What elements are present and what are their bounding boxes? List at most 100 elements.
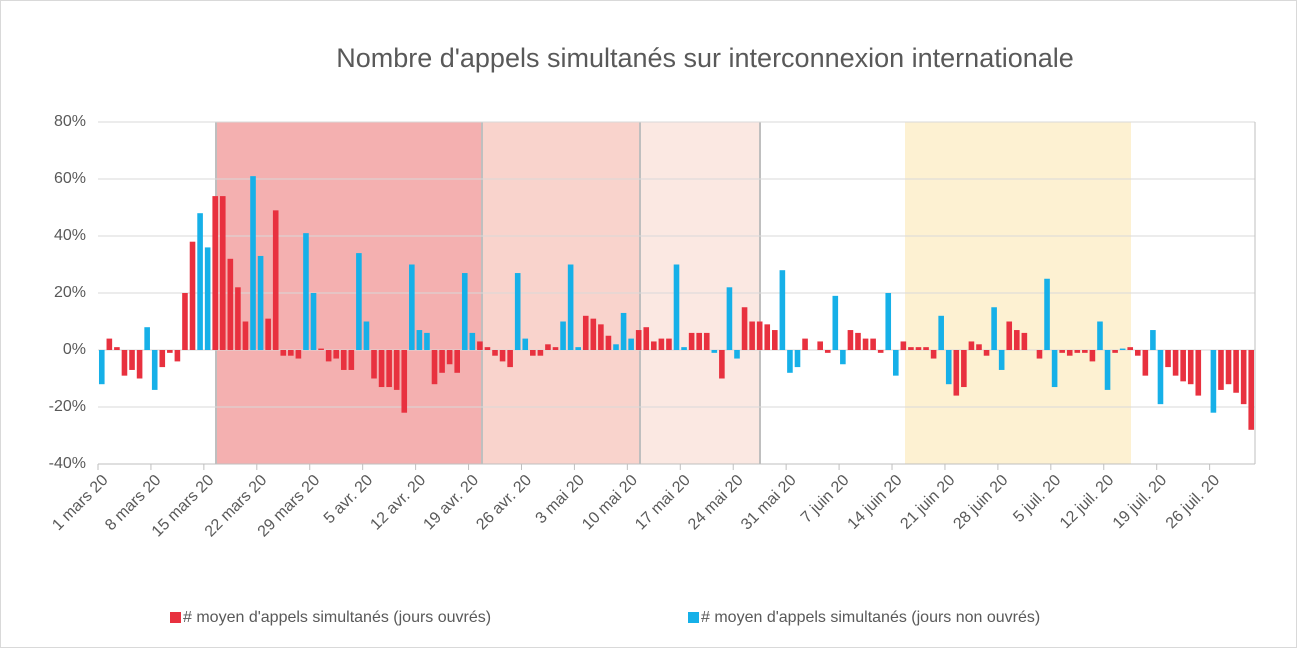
bar [635, 330, 642, 350]
bar [817, 341, 823, 350]
bar [114, 347, 120, 350]
bar [1142, 350, 1149, 376]
bar [1051, 350, 1058, 388]
bar [492, 350, 498, 356]
bar [673, 264, 680, 350]
legend-label: # moyen d'appels simultanés (jours non o… [701, 609, 1040, 626]
bar [666, 338, 672, 350]
bar [477, 341, 483, 350]
bar [454, 350, 460, 373]
bar [1150, 330, 1156, 350]
bar [749, 321, 755, 350]
bar [930, 350, 937, 359]
bar [507, 350, 513, 368]
bar [560, 321, 566, 350]
bar [174, 350, 181, 362]
bar [1210, 350, 1217, 413]
bar [681, 347, 687, 350]
bar [779, 270, 786, 350]
bar [877, 350, 884, 353]
bar [514, 273, 521, 350]
bar [1218, 350, 1224, 390]
bar [1225, 350, 1232, 385]
bar [915, 347, 922, 350]
y-tick-label: 80% [54, 113, 86, 130]
bar [204, 247, 211, 350]
bar [484, 347, 491, 350]
bar [1157, 350, 1164, 405]
bar [1233, 350, 1239, 393]
bar [794, 350, 801, 368]
bar [900, 341, 907, 350]
bar [121, 350, 128, 376]
bar [1089, 350, 1096, 362]
bar [703, 332, 710, 350]
bar [461, 273, 468, 350]
bar [772, 330, 778, 350]
y-tick-label: -40% [49, 455, 86, 472]
bar [363, 321, 370, 350]
bar [726, 287, 733, 350]
bar [106, 338, 113, 350]
bar [431, 350, 438, 385]
bar [1066, 350, 1073, 356]
bar [340, 350, 347, 370]
bar [371, 350, 377, 379]
bar [522, 338, 529, 350]
bar [1195, 350, 1202, 396]
bar [598, 324, 604, 350]
bar [318, 348, 324, 350]
bar [537, 350, 544, 356]
bar [272, 210, 279, 350]
bar [628, 338, 634, 350]
bar [310, 293, 317, 350]
bar [530, 350, 536, 356]
bar [1104, 350, 1111, 390]
bar [1082, 350, 1088, 353]
bar [983, 350, 990, 356]
bar [658, 338, 665, 350]
bar [893, 350, 899, 376]
bar [1165, 350, 1171, 368]
chart-title: Nombre d'appels simultanés sur interconn… [336, 43, 1074, 73]
bar [840, 350, 846, 365]
bar [1059, 350, 1065, 353]
bar [303, 233, 309, 350]
bar [582, 315, 589, 350]
y-tick-label: 0% [63, 341, 86, 358]
bar [651, 341, 657, 350]
bar [741, 307, 748, 350]
bar [643, 327, 650, 350]
bar [688, 332, 695, 350]
bar [189, 241, 196, 350]
bar [159, 350, 166, 368]
bar [439, 350, 445, 373]
bar [424, 332, 430, 350]
bar [393, 350, 400, 390]
y-tick-label: -20% [49, 398, 86, 415]
bar [1044, 278, 1050, 350]
bar [1172, 350, 1179, 376]
bar [416, 330, 423, 350]
bar [552, 347, 559, 350]
bar [356, 253, 362, 350]
bar [885, 293, 892, 350]
bar [446, 350, 453, 365]
bar [401, 350, 408, 413]
bar [295, 350, 302, 359]
bar [991, 307, 997, 350]
bar [235, 287, 241, 350]
bar [613, 344, 619, 350]
bar [469, 332, 476, 350]
legend-swatch [170, 612, 181, 623]
bar [136, 350, 143, 379]
bar [1134, 350, 1141, 356]
bar [908, 347, 914, 350]
bar [144, 327, 150, 350]
bar [242, 321, 249, 350]
bar [787, 350, 793, 373]
bar [824, 350, 831, 353]
bar [1187, 350, 1194, 385]
bar [499, 350, 506, 362]
